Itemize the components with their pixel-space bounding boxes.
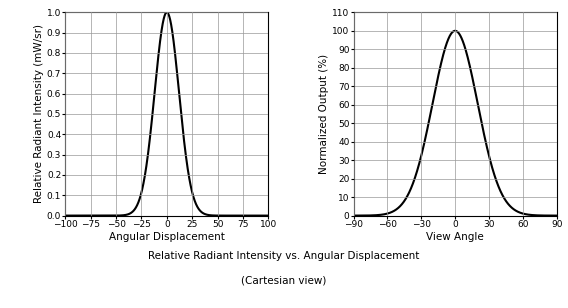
Text: Relative Radiant Intensity vs. Angular Displacement: Relative Radiant Intensity vs. Angular D… — [148, 251, 420, 261]
X-axis label: Angular Displacement: Angular Displacement — [109, 232, 225, 241]
Y-axis label: Normalized Output (%): Normalized Output (%) — [319, 54, 329, 174]
X-axis label: View Angle: View Angle — [426, 232, 484, 241]
Y-axis label: Relative Radiant Intensity (mW/sr): Relative Radiant Intensity (mW/sr) — [34, 24, 44, 204]
Text: (Cartesian view): (Cartesian view) — [241, 275, 327, 285]
